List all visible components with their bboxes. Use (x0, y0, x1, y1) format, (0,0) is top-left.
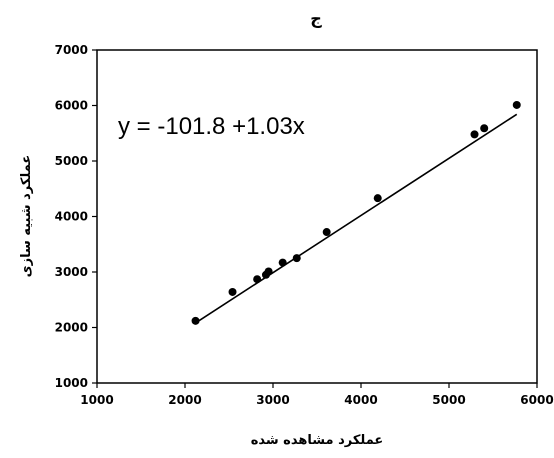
x-tick-label: 6000 (520, 393, 553, 407)
y-tick-label: 3000 (55, 265, 88, 279)
y-tick-label: 2000 (55, 321, 88, 335)
axis-ticks: 1000 2000 3000 4000 5000 6000 1000 2000 3000 4000… (55, 43, 554, 407)
x-axis-title: عملکرد مشاهده شده (251, 433, 384, 448)
y-tick-label: 5000 (55, 154, 88, 168)
data-points (191, 100, 521, 325)
data-point (322, 228, 331, 237)
data-point (253, 275, 262, 284)
x-tick-label: 5000 (432, 393, 465, 407)
x-tick-label: 4000 (344, 393, 377, 407)
trendline-group (195, 113, 518, 324)
x-tick-label: 2000 (168, 393, 201, 407)
chart-title: ج (310, 9, 322, 28)
x-tick-label: 3000 (256, 393, 289, 407)
x-tick-label: 1000 (80, 393, 113, 407)
y-tick-label: 4000 (55, 210, 88, 224)
data-point (470, 130, 479, 139)
data-point (292, 254, 301, 263)
data-point (191, 316, 200, 325)
y-tick-label: 6000 (55, 99, 88, 113)
data-point (373, 194, 382, 203)
regression-equation: y = -101.8 +1.03x (118, 113, 305, 140)
y-axis-title: عملکرد شبیه سازی (19, 155, 34, 278)
y-tick-label: 1000 (55, 376, 88, 390)
data-point (480, 124, 489, 133)
y-tick-label: 7000 (55, 43, 88, 57)
plot-area-frame (96, 49, 538, 384)
data-point (278, 258, 287, 267)
trendline (195, 113, 518, 324)
data-point (512, 100, 521, 109)
data-point (264, 267, 273, 276)
data-point (228, 287, 237, 296)
